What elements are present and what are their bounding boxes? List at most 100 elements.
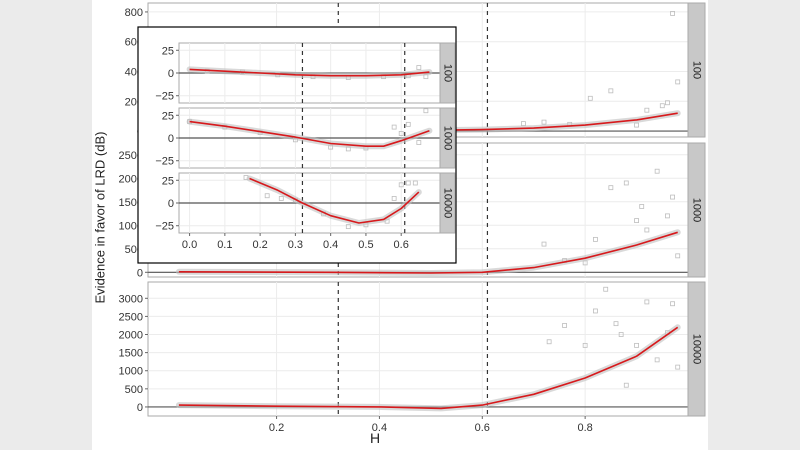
data-point (670, 11, 675, 16)
data-point (582, 342, 588, 348)
y-tick-label: 0 (137, 402, 143, 414)
y-tick-label: 25 (162, 45, 174, 57)
data-point (618, 332, 624, 337)
y-tick-label: 1500 (119, 348, 143, 360)
data-point (675, 79, 681, 85)
y-tick-label: −25 (155, 221, 174, 233)
data-point (644, 299, 650, 305)
data-point (634, 122, 639, 128)
panel-1000: −25 0 25 1000 (155, 107, 456, 169)
data-point (541, 119, 547, 125)
y-tick-label: 0 (168, 68, 174, 80)
data-point (398, 131, 404, 136)
data-point (398, 182, 404, 188)
data-point (416, 65, 422, 70)
data-point (659, 103, 665, 109)
figure: 0200400600800100050010001500200025001000… (92, 0, 708, 450)
faceted-chart: 0200400600800100050010001500200025001000… (119, 2, 706, 434)
data-point (412, 180, 418, 186)
y-tick-label: 1000 (119, 220, 143, 232)
facet-strip-label: 100 (691, 61, 703, 79)
x-tick-label: 0.6 (394, 239, 409, 251)
y-tick-label: 0 (168, 133, 174, 145)
data-point (264, 193, 270, 199)
data-point (391, 124, 397, 130)
data-point (665, 100, 670, 106)
data-point (593, 236, 598, 242)
inset-facets: −25 0 25 100 −25 0 25 1000 −25 0 25 10000 0.0 0.1 0.2 0… (137, 26, 457, 264)
fit-line (178, 326, 679, 410)
facet-strip-label: 1000 (691, 198, 703, 222)
facet-strip-label: 10000 (691, 334, 703, 365)
data-point (675, 253, 681, 259)
data-point (623, 180, 629, 186)
facet-strip-label: 10000 (442, 188, 454, 219)
data-point (623, 382, 629, 388)
data-point (587, 95, 593, 101)
data-point (345, 224, 351, 230)
data-point (278, 196, 284, 201)
data-point (541, 241, 547, 247)
facet-strip (439, 42, 456, 104)
y-tick-label: 1000 (119, 366, 143, 378)
y-axis-label: Evidence in favor of LRD (dB) (92, 131, 108, 304)
x-tick-label: 0.0 (182, 239, 197, 251)
data-point (608, 88, 614, 94)
y-tick-label: 2000 (119, 330, 143, 342)
data-point (670, 194, 675, 200)
facet-strip-label: 1000 (442, 126, 454, 150)
data-point (546, 339, 552, 345)
data-point (405, 121, 411, 127)
y-tick-label: −25 (155, 156, 174, 168)
x-tick-label: 0.4 (323, 239, 338, 251)
y-tick-label: 800 (125, 7, 143, 19)
facet-strip (687, 142, 706, 278)
y-tick-label: 2000 (119, 173, 143, 185)
data-point (391, 196, 397, 201)
y-tick-label: 25 (162, 110, 174, 122)
y-tick-label: 25 (162, 175, 174, 187)
data-point (423, 108, 429, 114)
facet-strip (439, 172, 456, 234)
y-tick-label: 500 (125, 384, 143, 396)
data-point (634, 218, 639, 223)
x-tick-label: 0.6 (475, 422, 490, 434)
data-point (562, 323, 567, 328)
data-point (644, 107, 650, 113)
y-tick-label: −25 (155, 91, 174, 103)
x-tick-label: 0.2 (252, 239, 267, 251)
facet-strip (687, 281, 706, 417)
facet-strip-label: 100 (442, 64, 454, 82)
panel-10000: −25 0 25 10000 (155, 172, 456, 234)
x-tick-label: 0.3 (288, 239, 303, 251)
data-point (654, 357, 660, 363)
x-tick-label: 0.5 (358, 239, 373, 251)
data-point (603, 286, 609, 292)
panel-background (147, 281, 689, 417)
x-tick-label: 0.2 (269, 422, 284, 434)
facet-strip (439, 107, 456, 169)
x-tick-label: 0.4 (372, 422, 387, 434)
data-point (639, 204, 645, 209)
x-tick-label: 0.1 (217, 239, 232, 251)
y-tick-label: 2500 (119, 150, 143, 162)
fit-line (249, 177, 420, 224)
data-point (634, 342, 639, 348)
fit-line (178, 231, 678, 274)
fit-line (189, 120, 430, 147)
y-tick-label: 2500 (119, 311, 143, 323)
data-point (675, 364, 681, 370)
data-point (608, 185, 614, 191)
data-point (613, 321, 619, 327)
panel-100: −25 0 25 100 (155, 42, 456, 104)
data-point (593, 308, 598, 314)
data-point (644, 227, 650, 233)
y-tick-label: 3000 (119, 293, 143, 305)
y-tick-label: 0 (137, 267, 143, 279)
facet-strip (687, 2, 706, 138)
fit-line (189, 68, 430, 77)
panel-10000: 0 500 1000 1500 2000 2500 3000 10000 (119, 281, 706, 417)
data-point (670, 301, 675, 307)
x-tick-label: 0.8 (577, 422, 592, 434)
data-point (416, 140, 422, 145)
